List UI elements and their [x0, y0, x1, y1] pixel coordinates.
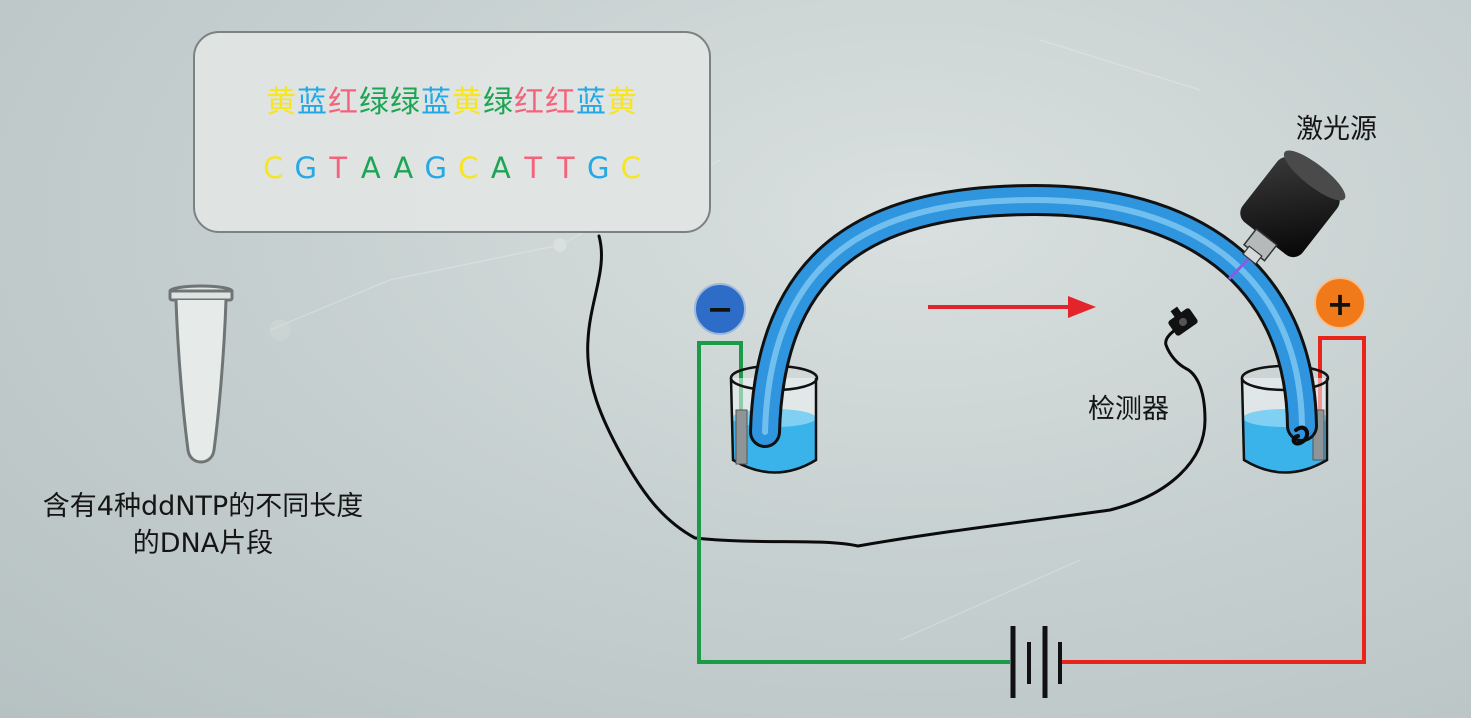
color-word: 黄: [266, 85, 297, 120]
base-letter: T: [556, 151, 575, 185]
base-letter: C: [620, 151, 641, 185]
color-word: 黄: [607, 85, 638, 120]
color-word: 蓝: [297, 85, 328, 120]
capillary-tube: [749, 183, 1318, 448]
color-word: 红: [545, 85, 576, 120]
color-word: 黄: [452, 85, 483, 120]
battery-symbol: [1010, 626, 1062, 698]
base-letter: G: [424, 151, 447, 185]
negative-wire: [697, 341, 1010, 664]
color-word: 蓝: [421, 85, 452, 120]
color-word: 绿: [359, 85, 390, 120]
positive-wire: [1060, 336, 1366, 664]
fluorescent-color-sequence: 黄蓝红绿绿蓝黄绿红红蓝黄: [195, 77, 709, 121]
laser-source-device: [1240, 150, 1346, 265]
base-letter: T: [329, 151, 348, 185]
tube-caption: 含有4种ddNTP的不同长度 的DNA片段: [8, 488, 398, 562]
tube-caption-line1: 含有4种ddNTP的不同长度: [42, 491, 364, 522]
base-letter: C: [263, 151, 284, 185]
base-letter: A: [490, 151, 511, 185]
base-letter: T: [524, 151, 543, 185]
color-word: 蓝: [576, 85, 607, 120]
tube-caption-line2: 的DNA片段: [132, 528, 274, 559]
laser-source-label: 激光源: [1296, 114, 1377, 145]
positive-sign: +: [1327, 285, 1354, 323]
capillary-clip: [1291, 425, 1310, 446]
color-word: 绿: [390, 85, 421, 120]
color-word: 绿: [483, 85, 514, 120]
base-letter: A: [393, 151, 414, 185]
base-letter: G: [587, 151, 610, 185]
sample-tube-icon: [168, 284, 234, 464]
negative-electrode-badge: −: [694, 283, 746, 335]
detector-device: [1168, 306, 1198, 336]
detector-cable: [586, 234, 1207, 548]
base-letter: A: [360, 151, 381, 185]
negative-sign: −: [707, 290, 734, 328]
flow-direction-arrow: [928, 296, 1096, 318]
color-word: 红: [514, 85, 545, 120]
base-letter: C: [458, 151, 479, 185]
positive-electrode-badge: +: [1314, 277, 1366, 329]
base-letter: G: [294, 151, 317, 185]
color-word: 红: [328, 85, 359, 120]
detector-label: 检测器: [1088, 394, 1169, 425]
